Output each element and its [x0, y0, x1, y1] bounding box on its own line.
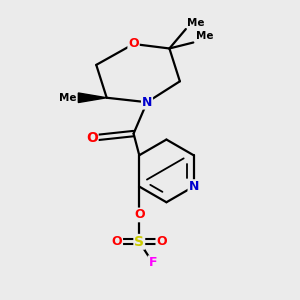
Text: O: O: [112, 235, 122, 248]
Text: O: O: [134, 208, 145, 221]
Text: N: N: [142, 96, 152, 109]
Text: O: O: [156, 235, 167, 248]
Text: Me: Me: [187, 18, 205, 28]
Polygon shape: [78, 93, 107, 103]
Text: N: N: [188, 180, 199, 193]
Text: S: S: [134, 235, 144, 249]
Text: O: O: [128, 38, 139, 50]
Text: O: O: [86, 131, 98, 145]
Text: F: F: [148, 256, 157, 269]
Text: Me: Me: [59, 93, 77, 103]
Text: Me: Me: [196, 31, 214, 41]
